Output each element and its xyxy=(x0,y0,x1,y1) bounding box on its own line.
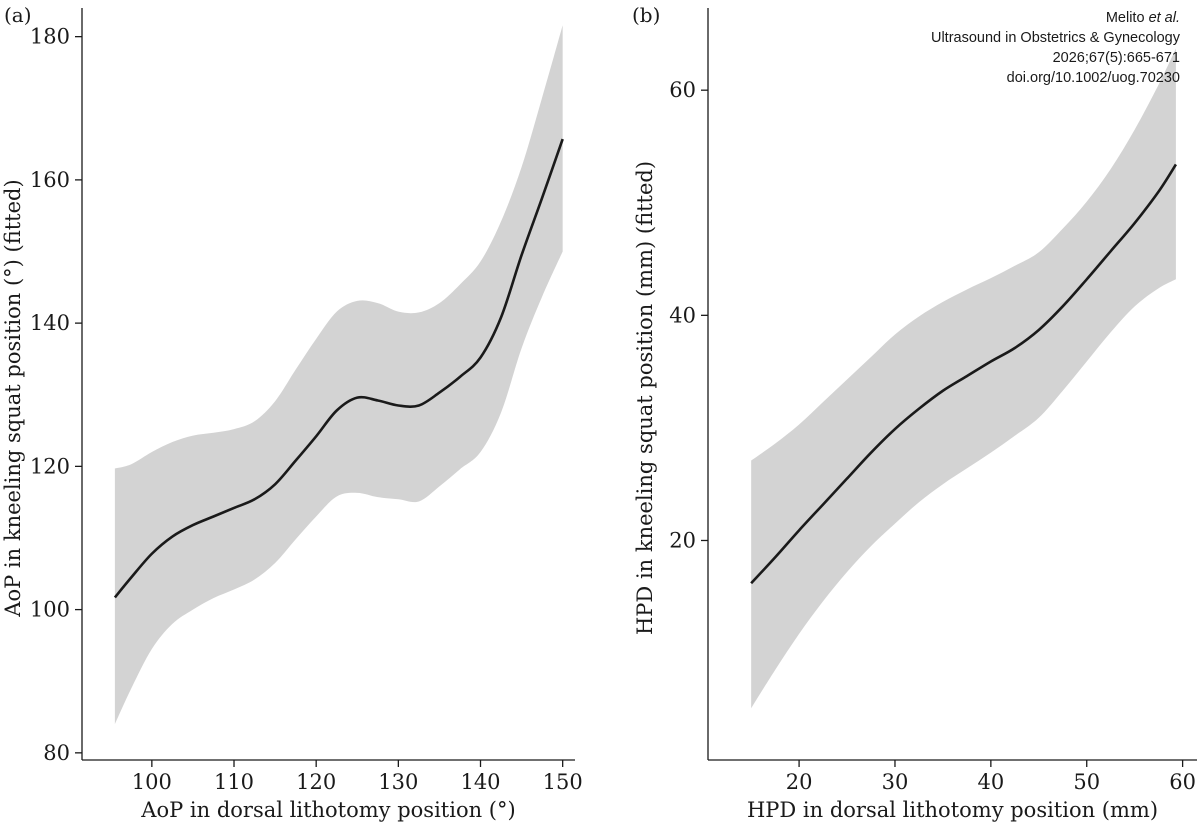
x-tick-label: 20 xyxy=(786,770,813,794)
x-tick-label: 40 xyxy=(977,770,1004,794)
y-ticks-a: 80 100 120 140 160 180 xyxy=(30,25,82,765)
x-tick-label: 130 xyxy=(378,770,418,794)
y-ticks-b: 20 40 60 xyxy=(669,78,708,552)
y-tick-label: 80 xyxy=(43,741,70,765)
y-tick-label: 40 xyxy=(669,303,696,327)
y-tick-label: 60 xyxy=(669,78,696,102)
y-tick-label: 160 xyxy=(30,168,70,192)
y-axis-title-a: AoP in kneeling squat position (°) (fitt… xyxy=(1,179,25,617)
citation-authors: Melito et al. xyxy=(1106,10,1180,26)
panel-b: 20 30 40 50 60 20 40 60 (b) HPD in dorsal lith… xyxy=(632,3,1197,822)
x-tick-label: 60 xyxy=(1169,770,1196,794)
x-axis-title-b: HPD in dorsal lithotomy position (mm) xyxy=(747,798,1158,822)
citation-authors-etal: et al. xyxy=(1149,10,1180,26)
x-tick-label: 140 xyxy=(460,770,500,794)
citation-doi: doi.org/10.1002/uog.70230 xyxy=(1007,70,1180,86)
citation-block: Melito et al. Ultrasound in Obstetrics &… xyxy=(931,10,1181,86)
panel-label-b: (b) xyxy=(632,3,660,27)
panel-a: 100 110 120 130 140 150 80 100 120 140 160 180 (a)… xyxy=(1,3,583,822)
confidence-band-a xyxy=(114,25,563,725)
x-tick-label: 50 xyxy=(1073,770,1100,794)
y-axis-title-b: HPD in kneeling squat position (mm) (fit… xyxy=(633,161,657,635)
x-ticks-b: 20 30 40 50 60 xyxy=(786,760,1196,794)
x-tick-label: 110 xyxy=(214,770,254,794)
y-tick-label: 180 xyxy=(30,25,70,49)
citation-journal: Ultrasound in Obstetrics & Gynecology xyxy=(931,30,1181,46)
x-ticks-a: 100 110 120 130 140 150 xyxy=(132,760,583,794)
x-tick-label: 100 xyxy=(132,770,172,794)
fitted-line-b xyxy=(750,163,1178,585)
y-tick-label: 140 xyxy=(30,311,70,335)
y-tick-label: 100 xyxy=(30,598,70,622)
y-tick-label: 20 xyxy=(669,528,696,552)
x-tick-label: 120 xyxy=(296,770,336,794)
citation-volume: 2026;67(5):665-671 xyxy=(1053,50,1180,66)
x-tick-label: 150 xyxy=(543,770,583,794)
x-axis-title-a: AoP in dorsal lithotomy position (°) xyxy=(140,798,515,822)
citation-authors-name: Melito xyxy=(1106,10,1149,26)
fitted-line-a xyxy=(113,138,564,599)
panel-label-a: (a) xyxy=(4,3,32,27)
y-tick-label: 120 xyxy=(30,454,70,478)
x-tick-label: 30 xyxy=(882,770,909,794)
